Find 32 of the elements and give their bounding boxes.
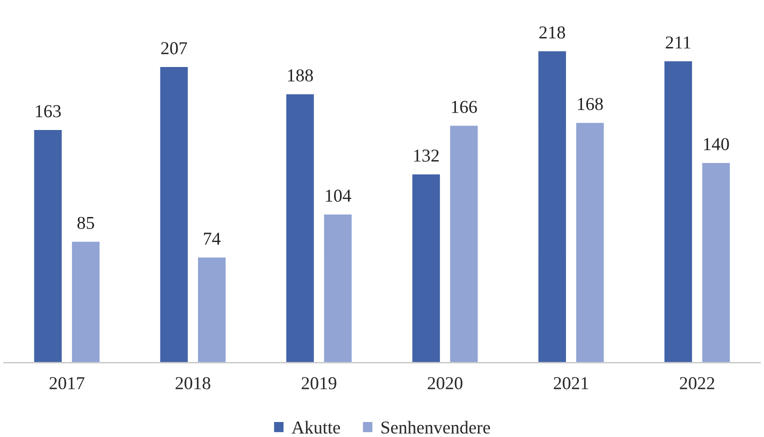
bar: [410, 173, 442, 363]
data-label: 218: [539, 26, 566, 39]
x-tick-label: 2022: [680, 377, 714, 390]
data-label: 166: [452, 100, 477, 114]
bar: [196, 256, 228, 363]
bar: [700, 162, 732, 363]
bar: [663, 60, 694, 363]
data-label: 104: [326, 190, 352, 202]
data-label: 132: [414, 150, 439, 162]
bar: [448, 124, 480, 363]
bar: [284, 92, 316, 363]
bar: [322, 213, 354, 363]
bar: [70, 240, 101, 363]
legend-label: Akutte: [292, 420, 340, 434]
x-tick-label: 2018: [176, 377, 210, 390]
legend-label: Senhenvendere: [382, 420, 490, 434]
bar: [536, 50, 568, 363]
x-tick-label: 2020: [428, 377, 462, 390]
data-label: 168: [578, 98, 603, 110]
data-label: 163: [36, 105, 61, 118]
bar: [32, 128, 64, 363]
data-label: 85: [77, 216, 94, 229]
bar: [158, 66, 190, 363]
bar: [574, 121, 606, 363]
x-tick-label: 2019: [302, 377, 336, 390]
data-label: 207: [161, 42, 188, 54]
data-label: 74: [204, 232, 221, 245]
data-label: 188: [288, 69, 313, 82]
x-tick-label: 2017: [50, 377, 84, 390]
x-tick-label: 2021: [554, 377, 588, 390]
data-label: 211: [666, 36, 690, 48]
data-label: 140: [704, 138, 729, 150]
